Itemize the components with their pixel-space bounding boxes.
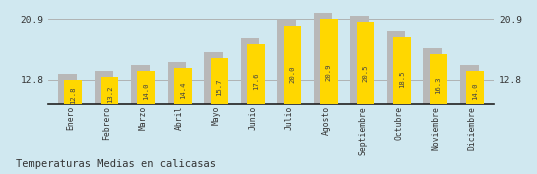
Bar (460, 65, 478, 174)
Bar (430, 54, 447, 174)
Bar (387, 31, 405, 174)
Bar (95, 71, 113, 174)
Bar (247, 44, 265, 174)
Bar (393, 37, 411, 174)
Bar (320, 19, 338, 174)
Text: 13.2: 13.2 (107, 85, 113, 103)
Bar (204, 52, 223, 174)
Bar (64, 80, 82, 174)
Text: 18.5: 18.5 (399, 70, 405, 88)
Bar (168, 62, 186, 174)
Bar (101, 77, 119, 174)
Text: 14.0: 14.0 (472, 83, 478, 100)
Bar (137, 71, 155, 174)
Text: Temperaturas Medias en calicasas: Temperaturas Medias en calicasas (16, 159, 216, 169)
Bar (277, 20, 296, 174)
Text: 15.7: 15.7 (216, 78, 222, 96)
Text: 14.0: 14.0 (143, 83, 149, 100)
Text: 20.5: 20.5 (362, 65, 368, 82)
Text: 20.9: 20.9 (326, 63, 332, 81)
Bar (211, 58, 228, 174)
Bar (174, 68, 192, 174)
Bar (58, 74, 77, 174)
Text: 14.4: 14.4 (180, 82, 186, 99)
Bar (131, 65, 150, 174)
Text: 16.3: 16.3 (436, 76, 441, 94)
Bar (284, 26, 301, 174)
Text: 12.8: 12.8 (70, 86, 76, 104)
Text: 20.0: 20.0 (289, 66, 295, 83)
Bar (357, 22, 374, 174)
Bar (423, 48, 442, 174)
Text: 17.6: 17.6 (253, 73, 259, 90)
Bar (241, 38, 259, 174)
Bar (314, 13, 332, 174)
Bar (350, 16, 369, 174)
Bar (466, 71, 484, 174)
